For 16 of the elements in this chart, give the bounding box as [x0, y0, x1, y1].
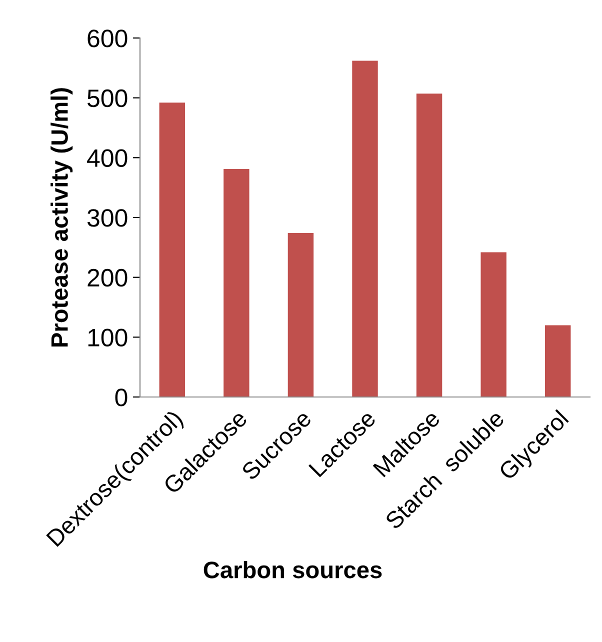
bar: [288, 233, 314, 397]
y-tick-label: 400: [87, 149, 128, 167]
bar: [416, 94, 442, 397]
bar: [480, 252, 506, 397]
bar: [545, 325, 571, 397]
y-tick-label: 300: [87, 209, 128, 227]
y-tick-label: 500: [87, 89, 128, 108]
x-axis-title: Carbon sources: [204, 560, 382, 578]
y-tick-label: 100: [88, 328, 128, 346]
bar: [352, 60, 378, 397]
y-tick-label: 600: [88, 30, 128, 48]
y-axis-title: Protease activity (U/ml): [50, 88, 73, 346]
bar: [159, 102, 185, 397]
y-tick-label: 200: [88, 268, 128, 287]
y-tick-label: 0: [115, 388, 128, 406]
bar: [224, 169, 250, 397]
